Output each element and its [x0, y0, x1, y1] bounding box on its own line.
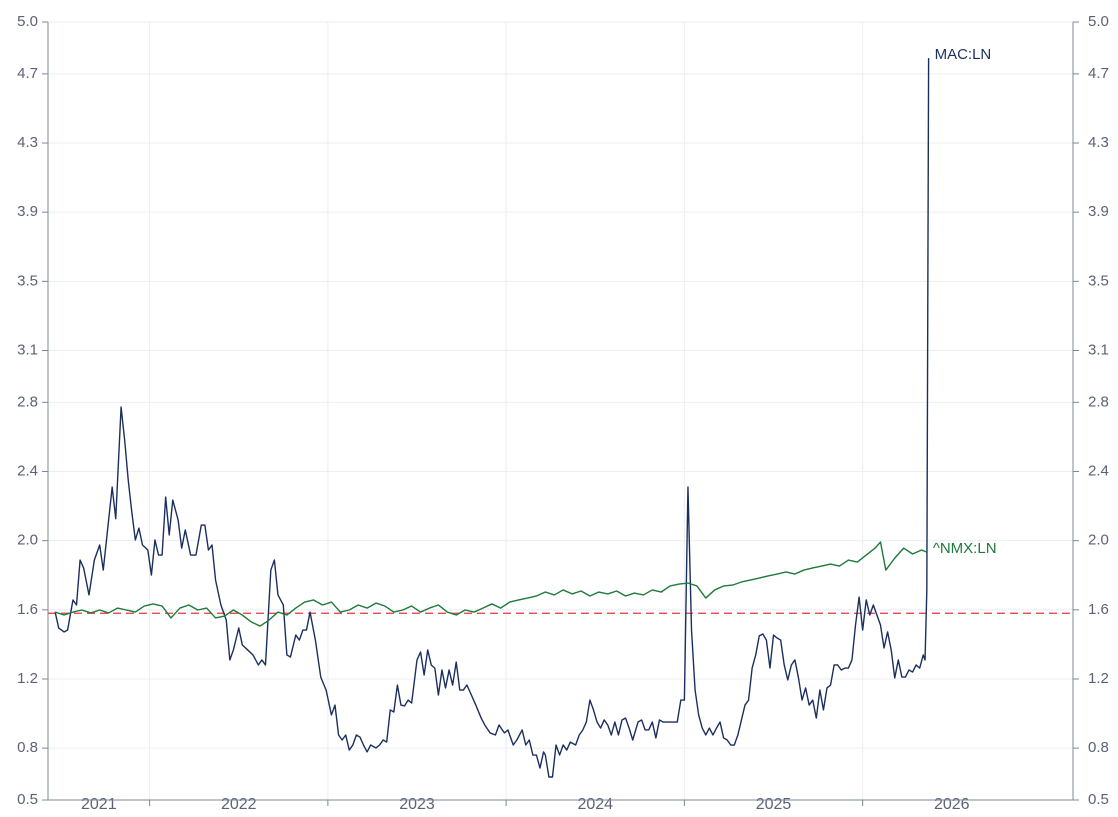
y2-tick-label: 2.4 — [1088, 462, 1109, 479]
y-tick-label: 2.4 — [17, 462, 38, 479]
y-tick-label: 4.3 — [17, 134, 38, 151]
y2-tick-label: 3.9 — [1088, 203, 1109, 220]
x-tick-label: 2023 — [399, 796, 435, 812]
y2-tick-label: 2.8 — [1088, 393, 1109, 410]
x-tick-label: 2021 — [81, 796, 117, 812]
x-tick-label: 2026 — [934, 796, 970, 812]
y2-tick-label: 4.7 — [1088, 65, 1109, 82]
y-tick-label: 1.2 — [17, 670, 38, 687]
y-tick-label: 0.8 — [17, 739, 38, 756]
series-end-label: ^NMX:LN — [933, 540, 997, 557]
y2-tick-label: 3.5 — [1088, 272, 1109, 289]
x-tick-label: 2024 — [577, 796, 613, 812]
y-tick-label: 1.6 — [17, 601, 38, 618]
y2-tick-label: 0.5 — [1088, 791, 1109, 808]
y-tick-label: 2.8 — [17, 393, 38, 410]
y-tick-label: 3.1 — [17, 341, 38, 358]
y2-tick-label: 1.2 — [1088, 670, 1109, 687]
y2-tick-label: 3.1 — [1088, 341, 1109, 358]
y2-tick-label: 2.0 — [1088, 532, 1109, 549]
x-tick-label: 2022 — [221, 796, 257, 812]
y-tick-label: 0.5 — [17, 791, 38, 808]
y-tick-label: 4.7 — [17, 65, 38, 82]
series-line — [54, 58, 930, 778]
y-tick-label: 2.0 — [17, 532, 38, 549]
y-tick-label: 5.0 — [17, 13, 38, 30]
series-end-label: MAC:LN — [935, 46, 992, 63]
y2-tick-label: 0.8 — [1088, 739, 1109, 756]
y2-tick-label: 4.3 — [1088, 134, 1109, 151]
series-line — [54, 541, 928, 627]
y2-tick-label: 5.0 — [1088, 13, 1109, 30]
x-tick-label: 2025 — [756, 796, 792, 812]
y2-tick-label: 1.6 — [1088, 601, 1109, 618]
y-tick-label: 3.9 — [17, 203, 38, 220]
y-tick-label: 3.5 — [17, 272, 38, 289]
